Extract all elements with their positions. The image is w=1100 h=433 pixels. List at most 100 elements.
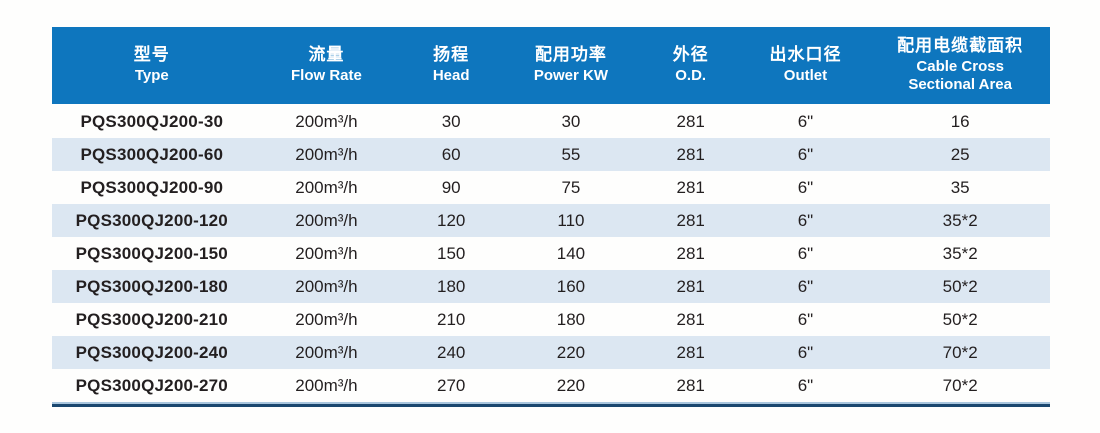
value-cell: 6" (740, 138, 871, 171)
value-cell: 90 (401, 171, 502, 204)
column-header-en: Cable Cross (916, 58, 1004, 76)
value-cell: 281 (640, 369, 741, 402)
value-cell: 6" (740, 336, 871, 369)
column-header-en: Type (134, 66, 169, 84)
model-cell: PQS300QJ200-150 (52, 237, 252, 270)
value-cell: 200m³/h (251, 270, 402, 303)
column-header-zh: 配用电缆截面积 (897, 36, 1024, 56)
model-cell: PQS300QJ200-30 (52, 105, 252, 138)
value-cell: 220 (501, 369, 641, 402)
column-header-6: 配用电缆截面积 Cable Cross Sectional Area (870, 27, 1050, 107)
value-cell: 6" (740, 171, 871, 204)
value-cell: 240 (401, 336, 502, 369)
table-row: PQS300QJ200-90 200m³/h 90 75 281 6" 35 (52, 171, 1050, 204)
model-cell: PQS300QJ200-210 (52, 303, 252, 336)
header-row: 型号 Type 流量 Flow Rate 扬程 Head 配用功率 Power KW 外径 O.D… (52, 27, 1050, 107)
column-header-5: 出水口径 Outlet (740, 27, 871, 107)
value-cell: 200m³/h (251, 369, 402, 402)
column-header-2: 扬程 Head (401, 27, 502, 107)
table-row: PQS300QJ200-120 200m³/h 120 110 281 6" 35*2 (52, 204, 1050, 237)
column-header-zh: 外径 (672, 44, 709, 64)
column-header-en: Sectional Area (908, 75, 1012, 93)
value-cell: 55 (501, 138, 641, 171)
table-bottom-rule-dark (52, 404, 1050, 407)
column-header-1: 流量 Flow Rate (251, 27, 402, 107)
value-cell: 6" (740, 270, 871, 303)
table-row: PQS300QJ200-180 200m³/h 180 160 281 6" 50*2 (52, 270, 1050, 303)
value-cell: 200m³/h (251, 204, 402, 237)
value-cell: 6" (740, 303, 871, 336)
model-cell: PQS300QJ200-60 (52, 138, 252, 171)
value-cell: 200m³/h (251, 303, 402, 336)
value-cell: 35 (870, 171, 1050, 204)
column-header-en: Head (432, 66, 470, 84)
value-cell: 200m³/h (251, 237, 402, 270)
value-cell: 6" (740, 369, 871, 402)
model-cell: PQS300QJ200-270 (52, 369, 252, 402)
value-cell: 200m³/h (251, 105, 402, 138)
value-cell: 25 (870, 138, 1050, 171)
value-cell: 200m³/h (251, 138, 402, 171)
column-header-en: Power KW (533, 66, 609, 84)
value-cell: 140 (501, 237, 641, 270)
table-row: PQS300QJ200-30 200m³/h 30 30 281 6" 16 (52, 105, 1050, 138)
table-row: PQS300QJ200-210 200m³/h 210 180 281 6" 50*2 (52, 303, 1050, 336)
value-cell: 110 (501, 204, 641, 237)
table-row: PQS300QJ200-150 200m³/h 150 140 281 6" 35*2 (52, 237, 1050, 270)
value-cell: 60 (401, 138, 502, 171)
column-header-zh: 型号 (133, 44, 170, 64)
value-cell: 180 (501, 303, 641, 336)
column-header-zh: 出水口径 (769, 44, 842, 64)
value-cell: 6" (740, 237, 871, 270)
column-header-en: O.D. (675, 66, 707, 84)
column-header-zh: 配用功率 (534, 44, 607, 64)
column-header-zh: 扬程 (433, 44, 470, 64)
value-cell: 220 (501, 336, 641, 369)
value-cell: 281 (640, 303, 741, 336)
value-cell: 281 (640, 105, 741, 138)
value-cell: 150 (401, 237, 502, 270)
value-cell: 30 (401, 105, 502, 138)
column-header-4: 外径 O.D. (640, 27, 741, 107)
value-cell: 200m³/h (251, 336, 402, 369)
value-cell: 75 (501, 171, 641, 204)
table-row: PQS300QJ200-270 200m³/h 270 220 281 6" 70*2 (52, 369, 1050, 402)
model-cell: PQS300QJ200-90 (52, 171, 252, 204)
value-cell: 6" (740, 105, 871, 138)
value-cell: 35*2 (870, 204, 1050, 237)
pump-spec-table: 型号 Type 流量 Flow Rate 扬程 Head 配用功率 Power KW 外径 O.D… (52, 27, 1050, 402)
value-cell: 16 (870, 105, 1050, 138)
table-bottom-rule-light (52, 402, 1050, 404)
value-cell: 210 (401, 303, 502, 336)
value-cell: 30 (501, 105, 641, 138)
value-cell: 200m³/h (251, 171, 402, 204)
model-cell: PQS300QJ200-180 (52, 270, 252, 303)
column-header-3: 配用功率 Power KW (501, 27, 641, 107)
pump-spec-table-wrap: 型号 Type 流量 Flow Rate 扬程 Head 配用功率 Power KW 外径 O.D… (52, 27, 1050, 407)
model-cell: PQS300QJ200-240 (52, 336, 252, 369)
value-cell: 70*2 (870, 369, 1050, 402)
table-row: PQS300QJ200-60 200m³/h 60 55 281 6" 25 (52, 138, 1050, 171)
value-cell: 281 (640, 138, 741, 171)
value-cell: 35*2 (870, 237, 1050, 270)
table-row: PQS300QJ200-240 200m³/h 240 220 281 6" 70*2 (52, 336, 1050, 369)
value-cell: 160 (501, 270, 641, 303)
value-cell: 281 (640, 270, 741, 303)
value-cell: 50*2 (870, 270, 1050, 303)
value-cell: 281 (640, 237, 741, 270)
value-cell: 120 (401, 204, 502, 237)
column-header-en: Flow Rate (291, 66, 362, 84)
value-cell: 270 (401, 369, 502, 402)
value-cell: 281 (640, 204, 741, 237)
value-cell: 70*2 (870, 336, 1050, 369)
column-header-en: Outlet (783, 66, 828, 84)
column-header-0: 型号 Type (52, 27, 252, 107)
value-cell: 50*2 (870, 303, 1050, 336)
model-cell: PQS300QJ200-120 (52, 204, 252, 237)
value-cell: 6" (740, 204, 871, 237)
value-cell: 281 (640, 171, 741, 204)
value-cell: 180 (401, 270, 502, 303)
column-header-zh: 流量 (308, 44, 345, 64)
value-cell: 281 (640, 336, 741, 369)
